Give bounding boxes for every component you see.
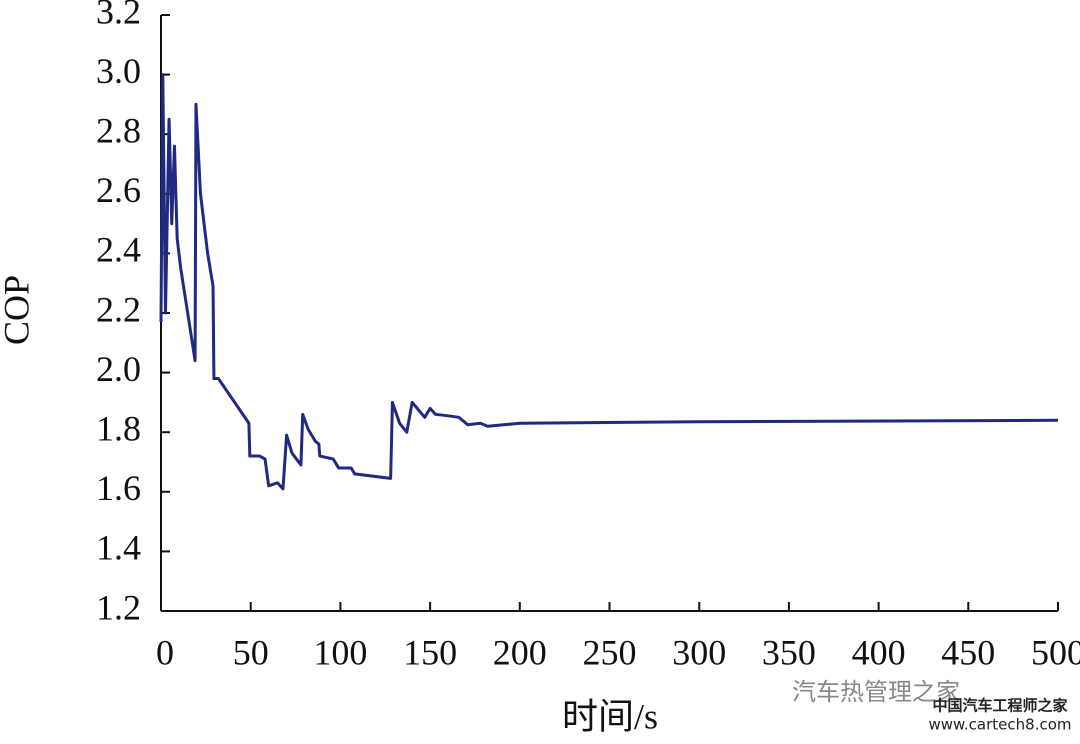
x-tick-label: 100 xyxy=(313,632,367,672)
x-tick-label: 300 xyxy=(672,632,726,672)
data-line xyxy=(159,73,1059,491)
x-tick-label: 150 xyxy=(403,632,457,672)
x-tick-label: 350 xyxy=(762,632,816,672)
y-axis-label: COP xyxy=(0,275,36,345)
y-tick-label: 3.2 xyxy=(96,0,141,31)
y-tick-label: 1.2 xyxy=(96,587,141,627)
y-tick-label: 2.6 xyxy=(96,170,141,210)
y-tick-label: 2.0 xyxy=(96,349,141,389)
y-tick-label: 2.4 xyxy=(96,230,141,270)
x-tick-label: 200 xyxy=(493,632,547,672)
x-tick-label: 500 xyxy=(1031,632,1080,672)
y-tick-label: 1.8 xyxy=(96,408,141,448)
x-tick-label: 0 xyxy=(156,632,174,672)
x-tick-label: 50 xyxy=(233,632,269,672)
watermark: 汽车热管理之家 xyxy=(792,678,960,706)
watermark-url: www.cartech8.com xyxy=(928,716,1071,734)
x-tick-label: 400 xyxy=(852,632,906,672)
y-tick-label: 2.2 xyxy=(96,289,141,329)
y-tick-label: 2.8 xyxy=(96,110,141,150)
watermark-site: 中国汽车工程师之家 xyxy=(932,697,1067,715)
x-tick-label: 450 xyxy=(941,632,995,672)
y-tick-label: 3.0 xyxy=(96,51,141,91)
x-tick-label: 250 xyxy=(583,632,637,672)
x-axis-label: 时间/s xyxy=(562,696,658,736)
y-tick-label: 1.4 xyxy=(96,528,141,568)
y-tick-label: 1.6 xyxy=(96,468,141,508)
